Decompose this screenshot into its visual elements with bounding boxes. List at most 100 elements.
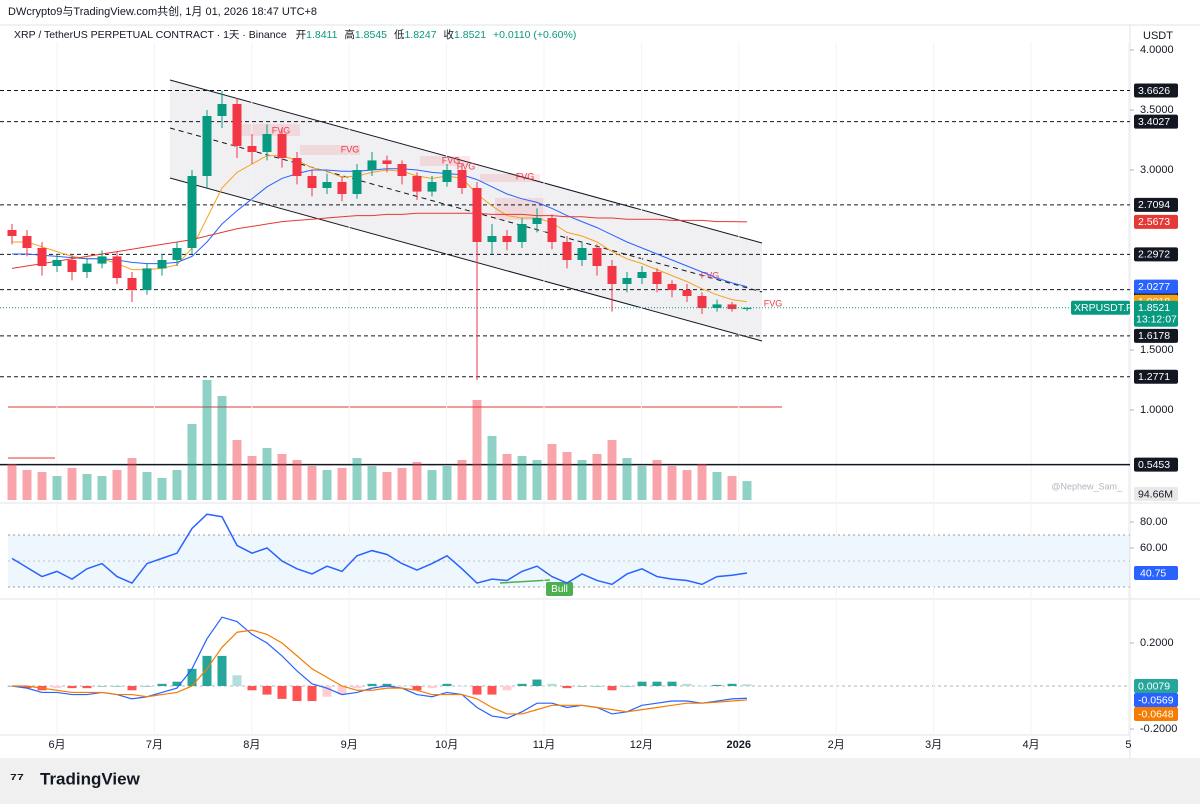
candle-body — [37, 248, 47, 266]
x-tick-label: 11月 — [533, 739, 555, 751]
fvg-box — [240, 124, 300, 136]
y-tick-label: 0.2000 — [1140, 637, 1174, 649]
y-tick-label: 3.0000 — [1140, 164, 1174, 176]
macd-histogram-bar — [577, 685, 587, 687]
macd-histogram-bar — [337, 685, 347, 695]
macd-histogram-bar — [652, 681, 662, 686]
candle-body — [742, 307, 752, 310]
candle-body — [652, 272, 662, 284]
macd-histogram-bar — [532, 679, 542, 686]
volume-bar — [247, 456, 257, 500]
volume-bar — [7, 464, 17, 500]
volume-bar — [547, 444, 557, 500]
fvg-label: FVG — [442, 155, 461, 165]
volume-bar — [82, 474, 92, 500]
candle-body — [337, 182, 347, 194]
macd-histogram-bar — [502, 685, 512, 691]
level-label-box — [1134, 83, 1178, 98]
macd-histogram-bar — [352, 685, 362, 689]
macd-histogram-bar — [112, 685, 122, 687]
x-tick-label: 12月 — [630, 739, 653, 751]
candle-body — [127, 278, 137, 290]
last-price-box — [1134, 300, 1178, 327]
volume-bar — [607, 440, 617, 500]
x-tick-label: 8月 — [243, 739, 260, 751]
volume-label: 94.66M — [1138, 488, 1173, 500]
macd-label-box — [1134, 693, 1178, 707]
low-value: 1.8247 — [404, 29, 436, 41]
y-tick-label: -0.2000 — [1140, 723, 1177, 735]
level-label: 1.2771 — [1138, 371, 1170, 383]
level-label: 3.6626 — [1138, 85, 1170, 97]
level-label-box — [1134, 247, 1178, 262]
footer-logo: ⁷⁷ — [10, 769, 24, 788]
volume-bar — [202, 380, 212, 500]
volume-bar — [382, 472, 392, 500]
candle-body — [577, 248, 587, 260]
histogram-label-box — [1134, 679, 1178, 693]
unit: USDT — [1143, 30, 1173, 42]
y-tick-label: 80.00 — [1140, 516, 1168, 528]
histogram-label: 0.0079 — [1138, 680, 1170, 692]
x-tick-label: 10月 — [435, 739, 458, 751]
last-price: 1.8521 — [1138, 302, 1170, 314]
y-tick-label: 1.0000 — [1140, 404, 1174, 416]
rsi-label-box — [1134, 565, 1178, 580]
y-tick-label: 1.5000 — [1140, 344, 1174, 356]
legend: XRP / TetherUS PERPETUAL CONTRACT · 1天 ·… — [14, 28, 576, 41]
level-label-box — [1134, 328, 1178, 343]
volume-bar — [667, 466, 677, 500]
candle-body — [457, 170, 467, 188]
candle-body — [307, 176, 317, 188]
volume-bar — [502, 454, 512, 500]
fvg-box — [420, 156, 470, 166]
candle-body — [82, 263, 92, 272]
symbol-box — [1071, 300, 1130, 315]
macd-histogram-bar — [397, 685, 407, 687]
moving-average — [12, 168, 748, 288]
candle-body — [187, 176, 197, 248]
footer — [0, 758, 1200, 804]
candle-body — [727, 304, 737, 310]
bull-label-box — [546, 582, 573, 596]
volume-bar — [637, 466, 647, 500]
candle-body — [67, 260, 77, 272]
low-label: 低 — [394, 28, 405, 41]
channel-upper — [169, 79, 763, 244]
x-tick-label: 2月 — [828, 739, 845, 751]
level-label: 0.5453 — [1138, 459, 1170, 471]
volume-bar — [307, 466, 317, 500]
candle-body — [262, 134, 272, 152]
x-tick-label: 2026 — [727, 739, 751, 751]
candle-body — [202, 116, 212, 176]
volume-bar — [322, 470, 332, 500]
candle-body — [592, 248, 602, 266]
fvg-label: FVG — [457, 161, 476, 171]
macd-line — [11, 616, 748, 719]
volume-bar — [457, 460, 467, 500]
macd-histogram-bar — [52, 685, 62, 689]
x-tick-label: 9月 — [341, 739, 358, 751]
ma-label-box — [1134, 214, 1178, 229]
macd-histogram-bar — [727, 683, 737, 686]
candle-body — [427, 182, 437, 192]
candle-body — [352, 170, 362, 194]
level-label: 2.7094 — [1138, 199, 1170, 211]
signal-label-box — [1134, 707, 1178, 721]
fvg-box — [480, 174, 540, 182]
open-value: 1.8411 — [306, 29, 337, 41]
candle-body — [22, 236, 32, 248]
macd-histogram-bar — [697, 685, 707, 687]
macd-histogram-bar — [247, 685, 257, 691]
candle-body — [547, 218, 557, 242]
macd-histogram-bar — [202, 655, 212, 686]
volume-bar — [727, 476, 737, 500]
volume-bar — [262, 448, 272, 500]
volume-bar — [412, 462, 422, 500]
candle-body — [277, 134, 287, 158]
ma-label: 2.5673 — [1138, 216, 1170, 228]
candle-body — [412, 176, 422, 192]
candle-body — [487, 236, 497, 242]
volume-bar — [292, 460, 302, 500]
level-label-box — [1134, 369, 1178, 384]
